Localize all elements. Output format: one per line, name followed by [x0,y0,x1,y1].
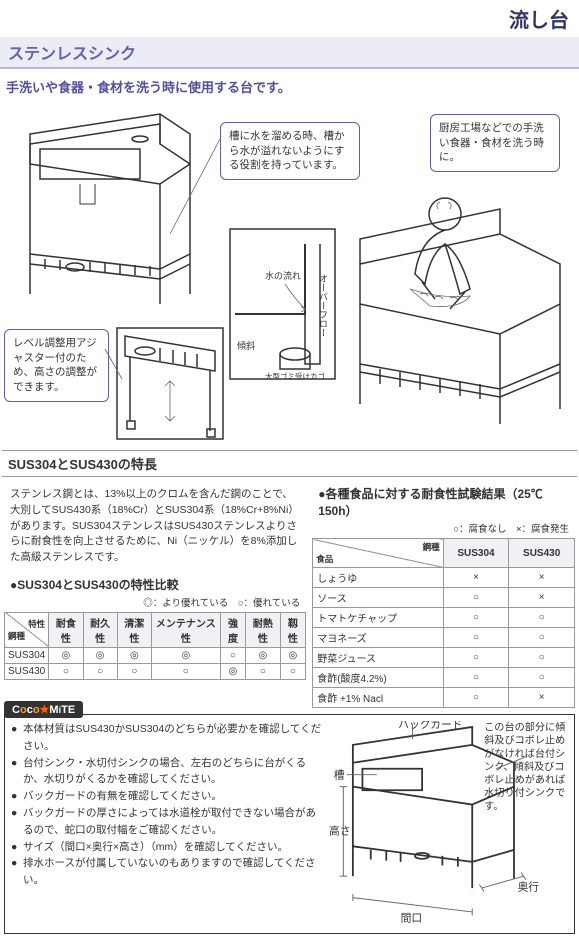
cell: ○ [443,688,509,708]
table-header: 耐久性 [83,612,117,647]
table-row: マヨネーズ○○ [313,628,575,648]
table-header: 耐熱性 [246,612,280,647]
cell: ○ [509,648,575,668]
table-header: メンテナンス性 [152,612,221,647]
test-table: 鋼種食品SUS304SUS430 しょうゆ××ソース○×トマトケチャップ○○マヨ… [312,538,575,708]
list-item: バックガードの厚さによっては水道栓が取付できない場合があるので、蛇口の取付幅をご… [11,805,321,839]
compare-table: 特性鋼種耐食性耐久性清潔性メンテナンス性強度耐熱性靱性 SUS304◎◎◎◎○◎… [4,612,306,680]
cell: ◎ [117,647,151,663]
section-title: SUS304とSUS430の特長 [2,450,577,477]
table-header: 強度 [220,612,246,647]
cell: ○ [443,588,509,608]
cell: × [509,568,575,588]
cell: ○ [443,668,509,688]
callout-usage: 厨房工場などでの手洗い食器・食材を洗う時に。 [430,114,560,172]
cell: ◎ [280,647,306,663]
cell: ○ [152,663,221,679]
label-basket: 大型ゴミ受けカゴ [265,371,325,381]
test-legend: ○：腐食なし ×：腐食発生 [312,521,575,538]
table-row: しょうゆ×× [313,568,575,588]
cell: ○ [443,608,509,628]
cell: ○ [509,628,575,648]
table-corner: 特性鋼種 [5,612,49,647]
table-row: SUS430○○○○◎○○ [5,663,306,679]
main-title: 流し台 [0,0,579,37]
cell: ◎ [83,647,117,663]
cell: ○ [280,663,306,679]
description: 手洗いや食器・食材を洗う時に使用する台です。 [0,69,579,104]
label-backguard: バックガード [399,721,463,731]
list-item: サイズ（間口×奥行×高さ）（mm）を確認してください。 [11,839,321,856]
callout-adjuster: レベル調整用アジャスター付のため、高さの調整ができます。 [4,329,109,402]
list-item: 本体材質はSUS430かSUS304のどちらが必要かを確認してください。 [11,721,321,755]
table-row: 食酢(酸度4.2%)○○ [313,668,575,688]
label-trough: 槽 [334,769,345,781]
cell: ◎ [49,647,83,663]
label-incline: 傾斜 [237,340,255,351]
cell: ◎ [246,647,280,663]
cell: × [443,568,509,588]
cell: ○ [246,663,280,679]
usage-illustration [350,184,570,434]
list-item: 台付シンク・水切付シンクの場合、左右のどちらに台がくるか、水切りがくるかを確認し… [11,755,321,789]
table-row: 野菜ジュース○○ [313,648,575,668]
label-flow: 水の流れ [265,270,301,281]
cell: × [509,588,575,608]
diagram-note: この台の部分に傾斜及びコボレ止めがなければ台付シンク、傾斜及びコボレ止めがあれば… [484,721,568,813]
overflow-detail: 水の流れ オーバーフロー 傾斜 大型ゴミ受けカゴ [225,224,340,384]
test-title: ●各種食品に対する耐食性試験結果（25℃ 150h） [312,483,575,521]
adjuster-detail [115,326,225,441]
row-name: トマトケチャップ [313,608,443,628]
table-row: トマトケチャップ○○ [313,608,575,628]
table-corner: 鋼種食品 [313,539,443,568]
row-name: SUS304 [5,647,49,663]
cell: ○ [49,663,83,679]
sub-title: ステンレスシンク [0,37,579,69]
row-name: SUS430 [5,663,49,679]
cell: ○ [117,663,151,679]
cell: ◎ [220,663,246,679]
table-row: ソース○× [313,588,575,608]
list-item: バックガードの有無を確認してください。 [11,788,321,805]
cell: ○ [509,668,575,688]
row-name: マヨネーズ [313,628,443,648]
cell: × [509,688,575,708]
cocomite-diagram: バックガード 槽 高さ 間口 奥行 この台の部分に傾斜及びコボレ止めがなければ台… [329,721,568,927]
diagram-area: 槽に水を溜める時、槽から水が溢れないようにする役割を持っています。 厨房工場など… [0,104,579,444]
cocomite-logo: Coco★MiTE [4,701,83,718]
row-name: 野菜ジュース [313,648,443,668]
cell: ○ [509,608,575,628]
compare-legend: ◎：より優れている ○：優れている [4,595,306,612]
table-row: SUS304◎◎◎◎○◎◎ [5,647,306,663]
cell: ○ [443,628,509,648]
callout-overflow: 槽に水を溜める時、槽から水が溢れないようにする役割を持っています。 [220,122,360,180]
label-height: 高さ [329,824,350,837]
row-name: 食酢 +1% Nacl [313,688,443,708]
table-header: SUS304 [443,539,509,568]
leader-line-2 [100,344,125,384]
section-body: ステンレス鋼とは、13%以上のクロムを含んだ鋼のことで、大別してSUS430系（… [4,483,306,570]
label-depth: 奥行 [518,880,540,893]
cell: ○ [83,663,117,679]
cell: ○ [220,647,246,663]
row-name: しょうゆ [313,568,443,588]
row-name: ソース [313,588,443,608]
compare-title: ●SUS304とSUS430の特性比較 [4,570,306,595]
table-header: 靱性 [280,612,306,647]
list-item: 排水ホースが付属していないのもありますので確認してください。 [11,855,321,889]
leader-line-1 [165,139,225,239]
table-header: 清潔性 [117,612,151,647]
label-width: 間口 [401,913,422,924]
cocomite-list: 本体材質はSUS430かSUS304のどちらが必要かを確認してください。台付シン… [11,721,321,927]
cell: ○ [443,648,509,668]
cocomite-box: Coco★MiTE 本体材質はSUS430かSUS304のどちらが必要かを確認し… [4,714,575,934]
table-header: SUS430 [509,539,575,568]
label-overflow: オーバーフロー [318,274,328,337]
row-name: 食酢(酸度4.2%) [313,668,443,688]
table-header: 耐食性 [49,612,83,647]
table-row: 食酢 +1% Nacl○× [313,688,575,708]
cell: ◎ [152,647,221,663]
